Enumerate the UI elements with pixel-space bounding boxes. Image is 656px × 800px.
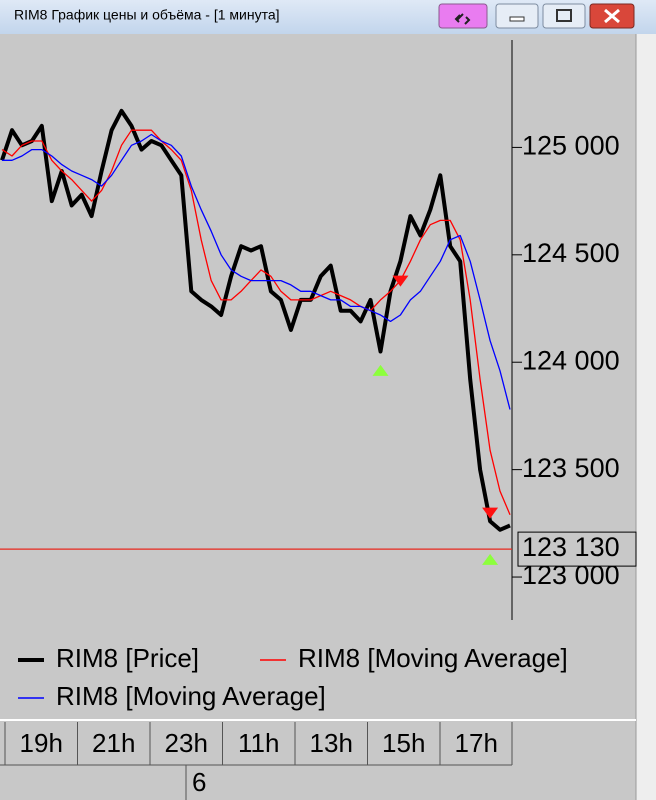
maximize-button[interactable] <box>542 3 586 29</box>
window-border <box>636 34 656 800</box>
link-icon <box>454 13 471 25</box>
series-line <box>1 129 511 515</box>
y-tick-label: 125 000 <box>522 131 620 161</box>
maximize-icon <box>556 9 572 22</box>
legend-label: RIM8 [Moving Average] <box>298 643 568 673</box>
series-line <box>2 133 511 410</box>
time-label: 13h <box>310 728 353 758</box>
time-label: 21h <box>92 728 135 758</box>
time-label: 19h <box>20 728 63 758</box>
last-price-label: 123 130 <box>522 532 620 562</box>
signal-marker <box>372 364 389 376</box>
date-label: 6 <box>192 767 206 797</box>
signal-marker <box>392 275 409 287</box>
series-line <box>0 108 511 532</box>
y-tick-label: 124 500 <box>522 238 620 268</box>
minimize-button[interactable] <box>495 3 539 29</box>
minimize-icon <box>509 16 525 22</box>
time-label: 17h <box>455 728 498 758</box>
time-label: 11h <box>238 728 279 758</box>
last-price-box <box>517 531 637 567</box>
signal-marker <box>482 553 499 565</box>
link-button[interactable] <box>438 3 488 29</box>
y-tick-label: 124 000 <box>522 345 620 375</box>
legend-label: RIM8 [Moving Average] <box>56 681 326 711</box>
y-tick-label: 123 500 <box>522 453 620 483</box>
signal-marker <box>482 507 499 519</box>
close-icon <box>604 8 620 24</box>
time-label: 15h <box>382 728 425 758</box>
window-title: RIM8 График цены и объёма - [1 минута] <box>14 7 280 23</box>
time-label: 23h <box>165 728 208 758</box>
legend-label: RIM8 [Price] <box>56 643 199 673</box>
